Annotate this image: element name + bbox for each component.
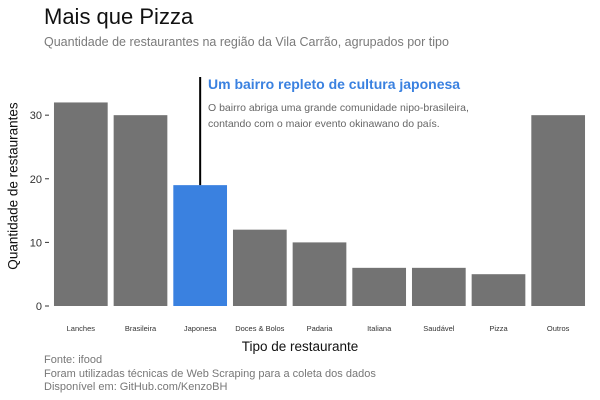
x-tick-label: Padaria — [307, 324, 334, 333]
x-tick-label: Saudável — [423, 324, 455, 333]
bar-brasileira — [113, 115, 168, 307]
y-tick-label: 10 — [30, 237, 42, 249]
bar-padaria — [292, 242, 347, 306]
annotation-title: Um bairro repleto de cultura japonesa — [208, 76, 461, 92]
caption: Fonte: ifood Foram utilizadas técnicas d… — [44, 354, 376, 395]
x-tick-label: Pizza — [489, 324, 508, 333]
annotation-line-2: contando com o maior evento okinawano do… — [208, 118, 440, 130]
x-tick-label: Brasileira — [125, 324, 157, 333]
chart-subtitle: Quantidade de restaurantes na região da … — [44, 35, 449, 49]
bar-pizza — [471, 274, 526, 306]
caption-link: Disponível em: GitHub.com/KenzoBH — [44, 381, 228, 393]
bar-saud-vel — [411, 267, 466, 306]
x-axis-label: Tipo de restaurante — [241, 339, 359, 354]
y-tick-label: 30 — [30, 110, 42, 122]
caption-method: Foram utilizadas técnicas de Web Scrapin… — [44, 367, 376, 380]
x-tick-label: Lanches — [67, 324, 96, 333]
x-tick-label: Doces & Bolos — [235, 324, 284, 333]
y-tick-label: 0 — [36, 301, 42, 313]
annotation-body: O bairro abriga uma grande comunidade ni… — [208, 100, 508, 132]
bar-outros — [531, 115, 586, 307]
y-tick-label: 20 — [30, 174, 42, 186]
y-axis-label: Quantidade de restaurantes — [5, 102, 21, 270]
bar-japonesa — [173, 185, 228, 306]
bar-doces-bolos — [232, 229, 287, 306]
x-tick-label: Japonesa — [184, 324, 217, 333]
annotation-line-1: O bairro abriga uma grande comunidade ni… — [208, 102, 469, 114]
bar-lanches — [53, 102, 108, 306]
x-tick-label: Outros — [547, 324, 570, 333]
chart-title: Mais que Pizza — [44, 4, 194, 29]
x-tick-label: Italiana — [367, 324, 392, 333]
caption-source: Fonte: ifood — [44, 354, 103, 366]
bar-italiana — [352, 267, 407, 306]
